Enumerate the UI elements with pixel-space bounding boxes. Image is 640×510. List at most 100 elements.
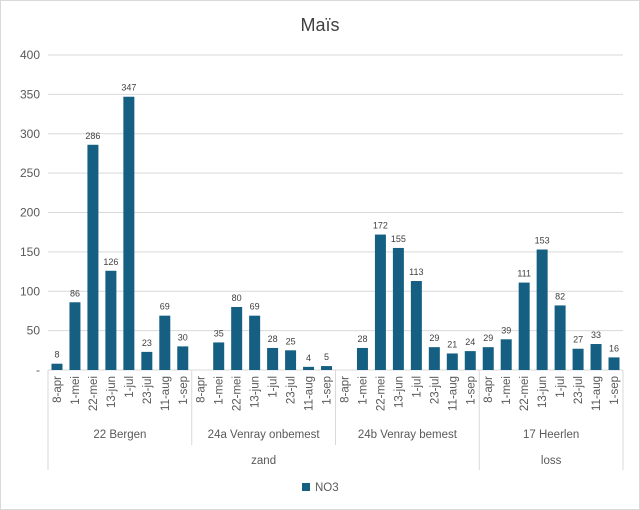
bar-2-5 — [428, 347, 440, 370]
bar-1-1 — [213, 342, 225, 370]
data-label: 286 — [85, 131, 100, 141]
bar-0-4 — [123, 96, 135, 371]
bar-1-6 — [303, 366, 315, 370]
data-label: 126 — [103, 257, 118, 267]
x-tick-label: 1-sep — [609, 376, 621, 405]
group-label: 17 Heerlen — [523, 429, 579, 441]
y-tick-label: 400 — [20, 48, 40, 62]
bar-1-2 — [231, 307, 243, 370]
legend-swatch-no3 — [302, 483, 310, 491]
y-tick-label: 350 — [20, 87, 40, 101]
bar-2-3 — [392, 247, 404, 370]
data-label: 5 — [324, 352, 329, 362]
bar-2-2 — [374, 234, 386, 370]
x-tick-label: 1-jul — [411, 376, 423, 398]
y-tick-label: 100 — [20, 284, 40, 298]
data-label: 16 — [609, 343, 619, 353]
bar-3-3 — [536, 249, 548, 370]
bar-3-0 — [482, 347, 494, 370]
chart-title: Maïs — [300, 15, 339, 35]
data-label: 86 — [70, 288, 80, 298]
x-tick-label: 1-mei — [357, 376, 369, 405]
data-label: 27 — [573, 335, 583, 345]
data-label: 25 — [286, 336, 296, 346]
data-label: 82 — [555, 291, 565, 301]
x-tick-label: 13-jun — [537, 376, 549, 408]
x-tick-label: 1-jul — [124, 376, 136, 398]
x-tick-label: 8-apr — [196, 376, 208, 403]
x-tick-label: 13-jun — [393, 376, 405, 408]
legend-label-no3: NO3 — [315, 482, 339, 494]
data-label: 80 — [232, 293, 242, 303]
x-tick-label: 13-jun — [250, 376, 262, 408]
y-tick-label: 250 — [20, 166, 40, 180]
group-label: 22 Bergen — [93, 429, 146, 441]
data-label: 23 — [142, 338, 152, 348]
bar-1-3 — [249, 315, 261, 370]
x-tick-label: 1-sep — [178, 376, 190, 405]
data-label: 29 — [429, 333, 439, 343]
bar-3-7 — [608, 357, 620, 370]
bar-2-4 — [410, 281, 422, 370]
x-tick-label: 23-jul — [429, 376, 441, 404]
data-label: 69 — [160, 302, 170, 312]
soil-group-label: loss — [541, 455, 562, 467]
y-tick-label: - — [36, 363, 40, 377]
x-tick-label: 23-jul — [286, 376, 298, 404]
data-label: 21 — [447, 339, 457, 349]
x-tick-label: 1-jul — [268, 376, 280, 398]
data-label: 33 — [591, 330, 601, 340]
data-label: 347 — [121, 83, 136, 93]
bar-3-5 — [572, 348, 584, 370]
data-label: 155 — [391, 234, 406, 244]
bar-1-7 — [321, 366, 333, 370]
bar-0-5 — [141, 351, 153, 370]
bar-0-6 — [159, 315, 171, 370]
x-tick-label: 1-mei — [501, 376, 513, 405]
x-tick-label: 23-jul — [573, 376, 585, 404]
x-tick-label: 23-jul — [142, 376, 154, 404]
data-label: 39 — [501, 325, 511, 335]
legend: NO3 — [302, 482, 339, 494]
x-tick-label: 22-mei — [232, 376, 244, 411]
bar-2-1 — [356, 347, 368, 370]
x-tick-label: 8-apr — [483, 376, 495, 403]
x-tick-label: 22-mei — [88, 376, 100, 411]
bar-3-2 — [518, 282, 530, 370]
x-tick-label: 11-aug — [591, 376, 603, 411]
bar-0-2 — [87, 144, 99, 370]
data-label: 153 — [535, 236, 550, 246]
x-tick-label: 11-aug — [304, 376, 316, 411]
y-tick-label: 200 — [20, 206, 40, 220]
soil-group-label: zand — [251, 455, 276, 467]
x-tick-label: 22-mei — [519, 376, 531, 411]
data-label: 4 — [306, 353, 311, 363]
bar-1-4 — [267, 347, 279, 370]
bar-0-7 — [177, 346, 189, 370]
bar-2-6 — [446, 353, 458, 370]
data-label: 24 — [465, 337, 475, 347]
bar-0-1 — [69, 302, 81, 370]
y-tick-label: 50 — [27, 324, 41, 338]
data-label: 111 — [517, 269, 531, 279]
bar-2-7 — [464, 351, 476, 370]
bar-3-6 — [590, 344, 602, 370]
bar-3-4 — [554, 305, 566, 370]
x-tick-label: 1-mei — [214, 376, 226, 405]
x-tick-label: 1-sep — [322, 376, 334, 405]
y-tick-label: 150 — [20, 245, 40, 259]
x-tick-label: 1-mei — [70, 376, 82, 405]
x-tick-label: 1-jul — [555, 376, 567, 398]
group-label: 24b Venray bemest — [358, 429, 458, 441]
bar-0-3 — [105, 270, 117, 370]
bar-1-5 — [285, 350, 297, 370]
data-label: 28 — [268, 334, 278, 344]
group-label: 24a Venray onbemest — [208, 429, 321, 441]
data-label: 30 — [178, 332, 188, 342]
x-tick-label: 13-jun — [106, 376, 118, 408]
x-tick-label: 11-aug — [447, 376, 459, 411]
x-tick-label: 11-aug — [160, 376, 172, 411]
bar-3-1 — [500, 339, 512, 370]
x-tick-label: 22-mei — [375, 376, 387, 411]
